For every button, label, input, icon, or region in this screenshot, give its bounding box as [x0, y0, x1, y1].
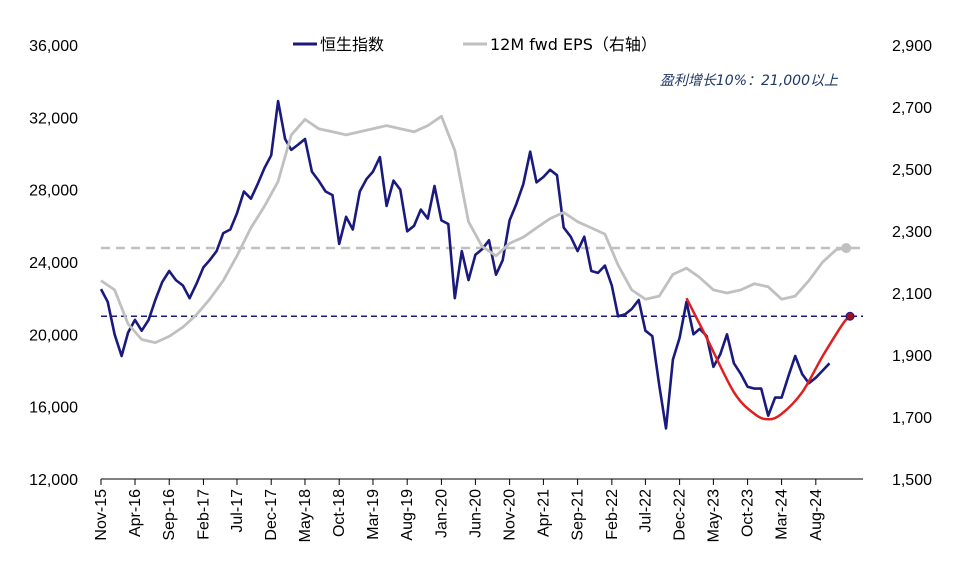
y-left-tick-label: 36,000 [29, 38, 78, 55]
legend: 恒生指数 12M fwd EPS（右轴） [293, 35, 657, 54]
x-tick-label: Dec-17 [263, 489, 280, 541]
legend-label-hsi: 恒生指数 [320, 35, 384, 54]
series-line-hsi [99, 99, 831, 430]
reference-lines [101, 246, 863, 317]
x-tick-label: Apr-21 [535, 489, 552, 537]
y-right-tick-label: 2,700 [892, 100, 932, 117]
axis-layer: Nov-15 Apr-16 Sep-16 Feb-17 Jul-17 Dec-17 May-… [29, 38, 932, 542]
y-left-tick-label: 16,000 [29, 400, 78, 417]
annotation-text: 盈利增长10%：21,000以上 [660, 73, 839, 89]
series-line-eps [100, 114, 847, 344]
x-tick-label: Apr-16 [127, 489, 144, 537]
trend-end-marker [845, 311, 855, 321]
y-right-tick-label: 2,100 [892, 286, 932, 303]
legend-label-eps: 12M fwd EPS（右轴） [490, 35, 657, 54]
x-tick-label: Oct-18 [331, 489, 348, 537]
x-tick-label: Jun-20 [467, 489, 484, 538]
y-right-tick-label: 1,900 [892, 348, 932, 365]
x-tick-label: Nov-20 [502, 489, 519, 541]
x-tick-label: Oct-23 [740, 489, 757, 537]
y-left-tick-label: 28,000 [29, 183, 78, 200]
x-tick-label: Nov-15 [93, 489, 110, 541]
y-right-tick-label: 1,700 [892, 410, 932, 427]
x-tick-label: Mar-24 [774, 489, 791, 540]
x-tick-label: May-18 [297, 489, 314, 542]
x-tick-label: Jul-22 [637, 489, 654, 533]
y-right-tick-label: 2,500 [892, 162, 932, 179]
x-tick-label: Aug-24 [808, 489, 825, 541]
x-tick-label: Mar-19 [365, 489, 382, 540]
y-right-tick-label: 2,300 [892, 224, 932, 241]
x-tick-label: May-23 [705, 489, 722, 542]
x-tick-label: Aug-19 [399, 489, 416, 541]
x-tick-label: Sep-16 [161, 489, 178, 541]
x-tick-label: Sep-21 [570, 489, 587, 541]
y-left-tick-label: 32,000 [29, 110, 78, 127]
x-tick-label: Jan-20 [433, 489, 450, 538]
y-left-tick-label: 20,000 [29, 327, 78, 344]
y-left-tick-label: 12,000 [29, 472, 78, 489]
y-right-tick-label: 2,900 [892, 38, 932, 55]
x-tick-label: Feb-22 [604, 489, 621, 540]
y-right-tick-label: 1,500 [892, 472, 932, 489]
trend-curve [685, 297, 851, 421]
series-layer [99, 99, 855, 430]
y-left-tick-label: 24,000 [29, 255, 78, 272]
x-tick-label: Jul-17 [229, 489, 246, 533]
eps-end-marker [841, 243, 852, 254]
x-tick-label: Feb-17 [195, 489, 212, 540]
x-tick-label: Dec-22 [672, 489, 689, 541]
